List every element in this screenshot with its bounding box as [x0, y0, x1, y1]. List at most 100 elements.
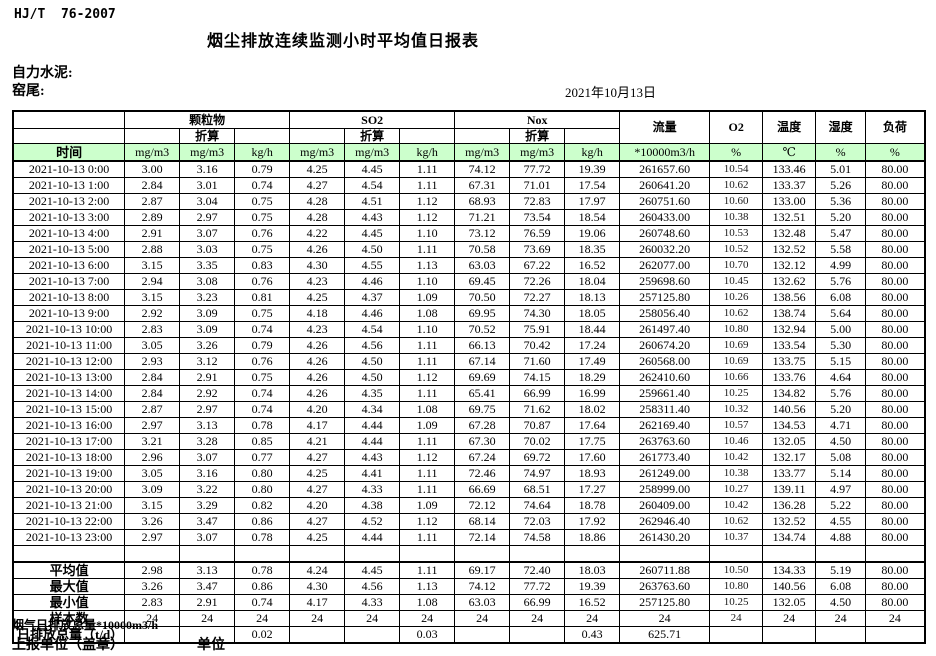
unit-label: 单位: [197, 638, 225, 653]
table-row: 2021-10-13 8:00 3.15 3.23 0.81 4.25 4.37 1.09 7…: [12, 289, 926, 306]
value-cell: 4.20: [289, 401, 346, 418]
value-cell: 80.00: [865, 369, 926, 386]
value-cell: 4.18: [289, 305, 346, 322]
value-cell: 4.50: [815, 594, 867, 611]
value-cell: 24: [619, 610, 711, 627]
value-cell: 0.78: [234, 561, 291, 579]
value-cell: 0.80: [234, 481, 291, 498]
value-cell: 3.26: [124, 578, 181, 595]
table-row: 2021-10-13 3:00 2.89 2.97 0.75 4.28 4.43 1.12 7…: [12, 209, 926, 226]
value-cell: 10.38: [709, 465, 764, 482]
value-cell: 4.25: [289, 160, 346, 178]
value-cell: 262410.60: [619, 369, 711, 386]
time-cell: 2021-10-13 8:00: [12, 289, 126, 306]
value-cell: 0.74: [234, 177, 291, 194]
value-cell: 10.50: [709, 561, 764, 579]
value-cell: 259661.40: [619, 385, 711, 402]
unit-cell: %: [815, 143, 867, 162]
value-cell: 4.23: [289, 273, 346, 290]
value-cell: 4.51: [344, 193, 401, 210]
value-cell: 3.12: [179, 353, 236, 370]
value-cell: 0.75: [234, 193, 291, 210]
time-cell: 2021-10-13 0:00: [12, 160, 126, 178]
value-cell: 73.69: [509, 241, 566, 258]
value-cell: 5.20: [815, 401, 867, 418]
value-cell: 0.75: [234, 241, 291, 258]
value-cell: 1.11: [399, 465, 456, 482]
group-header-so2: SO2: [289, 110, 456, 129]
value-cell: 17.24: [564, 337, 621, 354]
value-cell: 3.08: [179, 273, 236, 290]
value-cell: 72.03: [509, 513, 566, 530]
value-cell: 4.33: [344, 481, 401, 498]
value-cell: 4.30: [289, 578, 346, 595]
value-cell: 1.10: [399, 225, 456, 242]
value-cell: 3.21: [124, 433, 181, 450]
value-cell: 10.66: [709, 369, 764, 386]
value-cell: 0.74: [234, 321, 291, 338]
value-cell: 18.03: [564, 561, 621, 579]
value-cell: 4.24: [289, 561, 346, 579]
time-cell: 2021-10-13 12:00: [12, 353, 126, 370]
value-cell: 2.84: [124, 177, 181, 194]
value-cell: [619, 545, 711, 563]
value-cell: 80.00: [865, 561, 926, 579]
report-table: 颗粒物 SO2 Nox 流量 O2 温度 湿度 负荷 折算 折算: [12, 110, 926, 644]
value-cell: 133.00: [762, 193, 817, 210]
value-cell: 10.57: [709, 417, 764, 434]
value-cell: 4.55: [344, 257, 401, 274]
value-cell: 76.59: [509, 225, 566, 242]
value-cell: 80.00: [865, 465, 926, 482]
value-cell: 10.53: [709, 225, 764, 242]
value-cell: 2.84: [124, 369, 181, 386]
value-cell: 74.15: [509, 369, 566, 386]
summary-label-cell: 样本数: [12, 610, 126, 627]
value-cell: 261657.60: [619, 160, 711, 178]
value-cell: 24: [124, 610, 181, 627]
value-cell: 4.56: [344, 337, 401, 354]
value-cell: 4.50: [815, 433, 867, 450]
value-cell: 69.69: [454, 369, 511, 386]
value-cell: 4.23: [289, 321, 346, 338]
value-cell: 80.00: [865, 209, 926, 226]
value-cell: 4.88: [815, 529, 867, 546]
value-cell: 1.12: [399, 513, 456, 530]
time-cell: 2021-10-13 21:00: [12, 497, 126, 514]
value-cell: 2.84: [124, 385, 181, 402]
blank-header-cell: [234, 128, 291, 144]
table-row: 2021-10-13 20:00 3.09 3.22 0.80 4.27 4.33 1.11…: [12, 481, 926, 498]
value-cell: 17.60: [564, 449, 621, 466]
value-cell: 3.22: [179, 481, 236, 498]
value-cell: 260641.20: [619, 177, 711, 194]
value-cell: 134.82: [762, 385, 817, 402]
table-row: 2021-10-13 17:00 3.21 3.28 0.85 4.21 4.44 1.11…: [12, 433, 926, 450]
value-cell: 16.99: [564, 385, 621, 402]
value-cell: 4.46: [344, 305, 401, 322]
value-cell: 140.56: [762, 578, 817, 595]
value-cell: 17.97: [564, 193, 621, 210]
time-column-header: 时间: [12, 143, 126, 162]
table-row: 2021-10-13 7:00 2.94 3.08 0.76 4.23 4.46 1.10 6…: [12, 273, 926, 290]
table-row: 日排放总量（t/d） 0.02 0.03 0.43 625.71: [12, 626, 926, 644]
value-cell: 4.38: [344, 497, 401, 514]
time-cell: 2021-10-13 6:00: [12, 257, 126, 274]
table-row: 2021-10-13 15:00 2.87 2.97 0.74 4.20 4.34 1.08…: [12, 401, 926, 418]
value-cell: 1.11: [399, 353, 456, 370]
value-cell: 1.09: [399, 497, 456, 514]
value-cell: 80.00: [865, 353, 926, 370]
value-cell: 4.26: [289, 385, 346, 402]
value-cell: 4.44: [344, 529, 401, 546]
value-cell: 2.87: [124, 193, 181, 210]
value-cell: 18.86: [564, 529, 621, 546]
value-cell: 71.01: [509, 177, 566, 194]
value-cell: 4.50: [344, 241, 401, 258]
value-cell: 71.60: [509, 353, 566, 370]
value-cell: 67.22: [509, 257, 566, 274]
value-cell: 70.87: [509, 417, 566, 434]
value-cell: 3.09: [179, 321, 236, 338]
value-cell: 2.97: [124, 417, 181, 434]
value-cell: 262169.40: [619, 417, 711, 434]
value-cell: 4.55: [815, 513, 867, 530]
value-cell: 138.74: [762, 305, 817, 322]
header-group-row: 颗粒物 SO2 Nox 流量 O2 温度 湿度 负荷: [12, 110, 926, 144]
